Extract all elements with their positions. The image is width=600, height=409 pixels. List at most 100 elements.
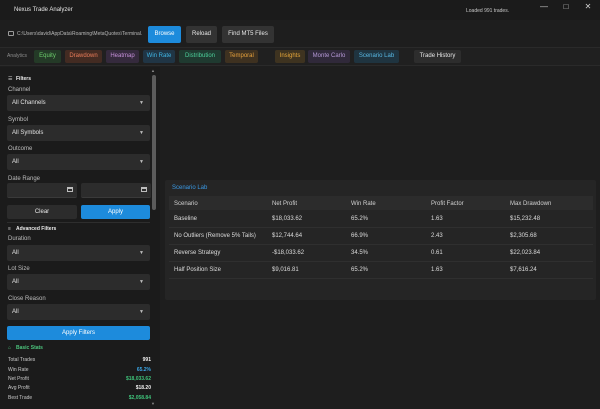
end-date-picker[interactable] [81,183,151,198]
stat-value-total-trades: 991 [142,357,151,363]
calendar-icon[interactable] [141,187,147,192]
cell-scenario: No Outliers (Remove 5% Tails) [174,233,256,239]
app-title: Nexus Trade Analyzer [14,7,73,13]
table-row[interactable] [169,245,593,262]
table-row[interactable] [169,228,593,245]
analytics-label: Analytics [7,53,28,59]
stat-value-avg-profit: $18.20 [135,385,151,391]
chart-icon: ⌂ [8,345,12,351]
sidebar-scrollbar[interactable] [152,75,156,210]
stat-label-win-rate: Win Rate [8,367,29,373]
content-area [163,70,598,178]
cell-net-profit: -$18,033.62 [272,250,305,256]
chevron-down-icon: ▼ [139,159,144,165]
scroll-down-icon[interactable]: ▼ [151,401,155,406]
cell-win-rate: 34.5% [351,250,369,256]
chevron-down-icon: ▼ [139,250,144,256]
cell-win-rate: 66.9% [351,233,369,239]
tab-heatmap[interactable]: Heatmap [106,50,139,63]
divider [7,222,150,223]
cell-net-profit: $12,744.64 [272,233,303,239]
tab-trade-history[interactable]: Trade History [414,50,461,63]
cell-net-profit: $9,016.81 [272,267,299,273]
table-header [169,196,593,210]
stat-label-avg-profit: Avg Profit [8,385,30,391]
cell-win-rate: 65.2% [351,267,369,273]
tab-drawdown[interactable]: Drawdown [65,50,102,63]
table-row[interactable] [169,262,593,279]
scenario-lab-title: Scenario Lab [172,185,208,191]
stat-value-win-rate: 65.2% [136,367,151,373]
close-reason-label: Close Reason [8,296,46,302]
date-range-label: Date Range [8,176,41,182]
close-reason-select[interactable]: All ▼ [7,304,150,320]
stat-label-total-trades: Total Trades [8,357,36,363]
minimize-button[interactable]: — [540,2,548,11]
chevron-down-icon: ▼ [139,100,144,106]
tab-win-rate[interactable]: Win Rate [143,50,175,63]
tab-temporal[interactable]: Temporal [225,50,258,63]
title-bar: Nexus Trade Analyzer Loaded 991 trades. … [0,0,600,20]
tab-equity[interactable]: Equity [34,50,61,63]
duration-label: Duration [8,236,31,242]
outcome-select[interactable]: All ▼ [7,154,150,170]
cell-win-rate: 65.2% [351,216,369,222]
basic-stats-header: ⌂ Basic Stats [8,345,43,351]
browse-button[interactable]: Browse [148,26,181,43]
cell-scenario: Reverse Strategy [174,250,221,256]
chevron-down-icon: ▼ [139,309,144,315]
tab-monte-carlo[interactable]: Monte Carlo [308,50,350,63]
filters-header: ☰ Filters [8,76,32,82]
apply-button[interactable]: Apply [81,205,150,219]
column-header-max-drawdown: Max Drawdown [510,201,552,207]
stat-value-net-profit: $18,033.62 [125,376,151,382]
cell-profit-factor: 1.63 [431,267,443,273]
cell-net-profit: $18,033.62 [272,216,303,222]
apply-filters-button[interactable]: Apply Filters [7,326,150,340]
chevron-down-icon: ▼ [139,130,144,136]
channel-select[interactable]: All Channels ▼ [7,95,150,111]
chevron-down-icon: ▼ [139,279,144,285]
outcome-label: Outcome [8,146,33,152]
cell-profit-factor: 1.63 [431,216,443,222]
cell-max-drawdown: $7,616.24 [510,267,537,273]
symbol-label: Symbol [8,117,29,123]
cell-scenario: Baseline [174,216,198,222]
lot-size-label: Lot Size [8,266,30,272]
reload-button[interactable]: Reload [186,26,217,43]
maximize-button[interactable]: □ [563,2,569,11]
stat-label-best-trade: Best Trade [8,395,33,401]
find-mt5-files-button[interactable]: Find MT5 Files [222,26,274,43]
calendar-icon[interactable] [67,187,73,192]
folder-icon [8,31,14,36]
cell-profit-factor: 0.61 [431,250,443,256]
duration-select[interactable]: All ▼ [7,245,150,261]
symbol-select[interactable]: All Symbols ▼ [7,125,150,141]
cell-profit-factor: 2.43 [431,233,443,239]
column-header-scenario: Scenario [174,201,198,207]
close-button[interactable]: ✕ [584,2,592,11]
start-date-picker[interactable] [7,183,77,198]
filter-lines-icon: ☰ [8,76,13,82]
lot-size-select[interactable]: All ▼ [7,274,150,290]
tab-distribution[interactable]: Distribution [179,50,221,63]
cell-max-drawdown: $15,232.48 [510,216,541,222]
sliders-icon: ≡ [8,226,11,232]
status-text: Loaded 991 trades. [466,8,510,14]
file-path-field[interactable]: C:\Users\david\AppData\Roaming\MetaQuote… [17,31,142,37]
column-header-net-profit: Net Profit [272,201,298,207]
advanced-filters-header: ≡ Advanced Filters [8,226,57,232]
clear-button[interactable]: Clear [7,205,77,219]
column-header-win-rate: Win Rate [351,201,376,207]
cell-max-drawdown: $22,023.84 [510,250,541,256]
tab-scenario-lab[interactable]: Scenario Lab [354,50,399,63]
cell-max-drawdown: $2,305.68 [510,233,537,239]
cell-scenario: Half Position Size [174,267,222,273]
channel-label: Channel [8,87,31,93]
column-header-profit-factor: Profit Factor [431,201,464,207]
table-row[interactable] [169,211,593,228]
tab-insights[interactable]: Insights [275,50,305,63]
scroll-up-icon[interactable]: ▲ [151,68,155,73]
sidebar [0,67,160,409]
stat-value-best-trade: $2,058.84 [128,395,151,401]
